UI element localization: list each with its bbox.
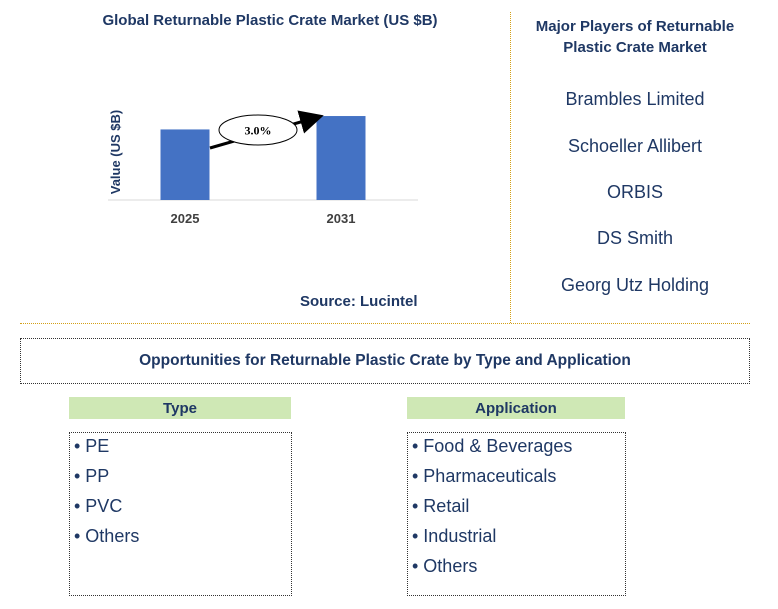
y-axis-label: Value (US $B) <box>108 110 123 195</box>
type-item: • PP <box>74 466 110 486</box>
bar-2031 <box>316 116 366 200</box>
player-item: DS Smith <box>596 228 674 248</box>
bar-2025 <box>160 129 210 200</box>
players-title: Major Players of Returnable Plastic Crat… <box>535 18 735 56</box>
application-item: • Others <box>412 556 478 576</box>
type-header: Type <box>69 397 291 419</box>
type-list: • PE • PP • PVC • Others <box>69 432 292 596</box>
application-item: • Food & Beverages <box>412 436 573 456</box>
application-item: • Pharmaceuticals <box>412 466 557 486</box>
cagr-ellipse <box>218 114 298 146</box>
cagr-label: 3.0% <box>245 124 272 138</box>
type-item: • Others <box>74 526 140 546</box>
type-item: • PVC <box>74 496 123 516</box>
player-item: Georg Utz Holding <box>560 275 710 295</box>
player-item: ORBIS <box>606 182 663 202</box>
opportunities-title: Opportunities for Returnable Plastic Cra… <box>20 338 750 384</box>
application-header: Application <box>407 397 625 419</box>
chart-title: Global Returnable Plastic Crate Market (… <box>102 12 438 29</box>
player-item: Schoeller Allibert <box>567 136 703 156</box>
source-label: Source: Lucintel <box>300 293 418 310</box>
horizontal-divider <box>20 323 750 324</box>
application-item: • Industrial <box>412 526 497 546</box>
bar-chart: Value (US $B) 2025 2031 3.0% <box>108 110 418 226</box>
application-item: • Retail <box>412 496 470 516</box>
application-list: • Food & Beverages • Pharmaceuticals • R… <box>407 432 626 596</box>
player-item: Brambles Limited <box>565 89 705 109</box>
x-tick-label: 2031 <box>327 211 356 226</box>
vertical-divider <box>510 12 511 323</box>
x-tick-label: 2025 <box>171 211 200 226</box>
type-item: • PE <box>74 436 110 456</box>
